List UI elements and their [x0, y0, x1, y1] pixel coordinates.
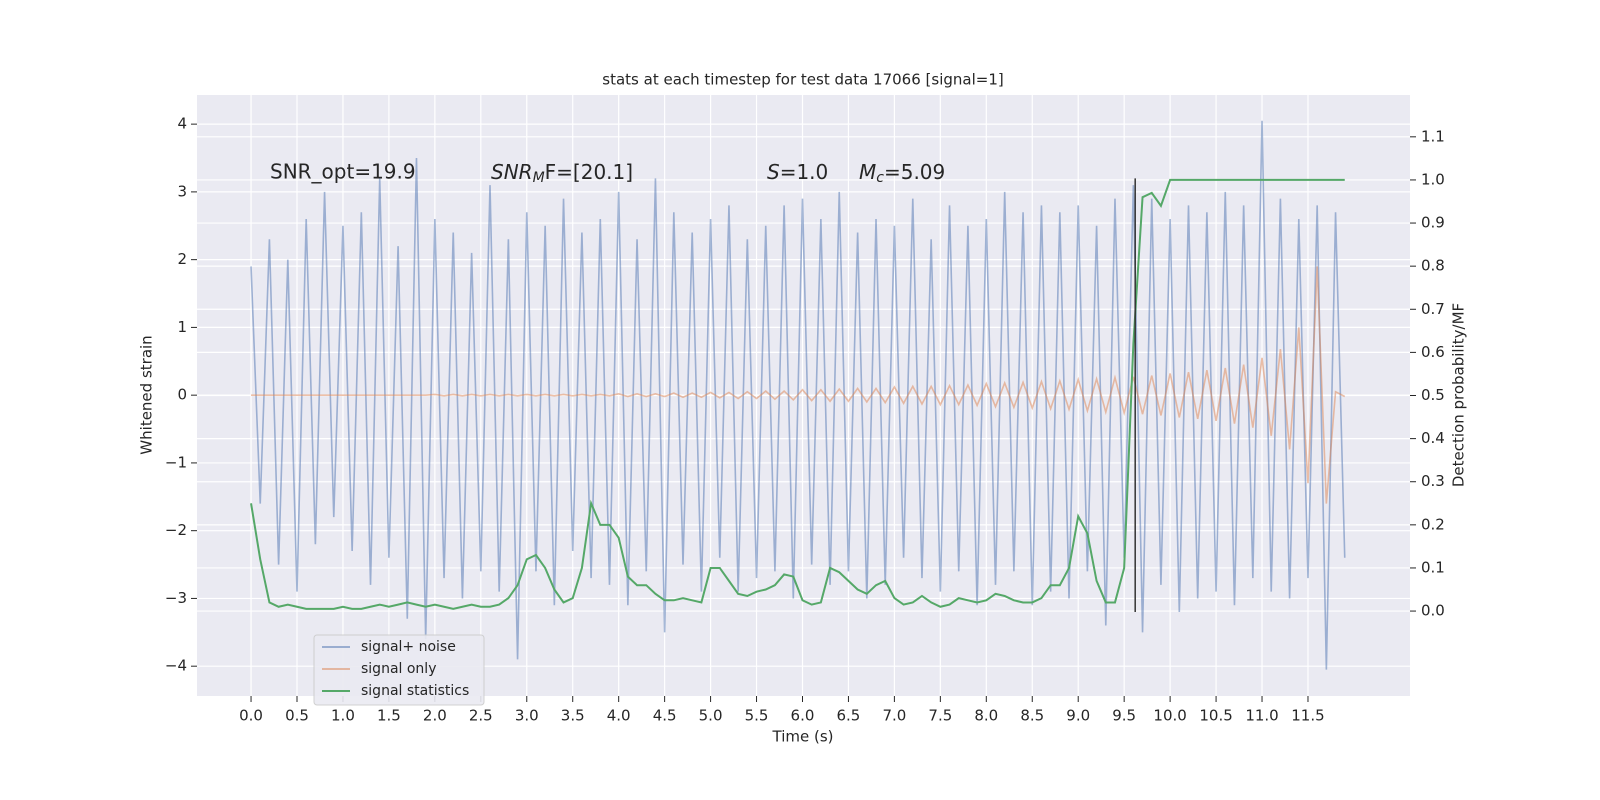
annotation: S=1.0: [767, 160, 828, 184]
x-tick-label: 2.5: [469, 707, 493, 725]
annotation-symbol: S: [767, 160, 780, 184]
y2-tick-label: 0.2: [1421, 515, 1445, 533]
annotation-subscript: M: [533, 170, 545, 186]
annotation-rest: =1.0: [780, 160, 829, 184]
annotation: Mc=5.09: [859, 160, 945, 187]
x-axis-label: Time (s): [772, 728, 834, 746]
x-tick-label: 9.0: [1066, 707, 1090, 725]
annotation: SNRMF=[20.1]: [491, 160, 633, 187]
y-tick-label: 4: [177, 115, 187, 133]
x-tick-label: 4.5: [653, 707, 677, 725]
x-tick-label: 6.5: [837, 707, 861, 725]
annotation: SNR_opt=19.9: [270, 160, 416, 184]
x-tick-label: 8.5: [1020, 707, 1044, 725]
x-tick-label: 5.5: [745, 707, 769, 725]
x-tick-label: 6.0: [791, 707, 815, 725]
x-tick-label: 5.0: [699, 707, 723, 725]
y2-tick-label: 1.0: [1421, 170, 1445, 188]
y2-tick-label: 0.5: [1421, 386, 1445, 404]
y2-tick-label: 0.8: [1421, 257, 1445, 275]
x-tick-label: 4.0: [607, 707, 631, 725]
x-tick-label: 10.0: [1153, 707, 1186, 725]
annotation-rest: F=[20.1]: [545, 160, 633, 184]
y2-axis-label: Detection probability/MF: [1450, 303, 1468, 487]
y-tick-label: −3: [165, 589, 187, 607]
x-tick-label: 1.0: [331, 707, 355, 725]
y-tick-label: −4: [165, 657, 187, 675]
annotation-rest: =5.09: [884, 160, 945, 184]
x-tick-label: 8.0: [974, 707, 998, 725]
x-tick-label: 3.0: [515, 707, 539, 725]
x-tick-label: 3.5: [561, 707, 585, 725]
y2-tick-label: 0.0: [1421, 602, 1445, 620]
annotation-symbol: M: [859, 160, 876, 184]
y-tick-label: 3: [177, 182, 187, 200]
y-axis-label: Whitened strain: [138, 335, 156, 454]
y2-tick-label: 0.6: [1421, 343, 1445, 361]
y-tick-label: −1: [165, 453, 187, 471]
annotation-subscript: c: [876, 170, 884, 186]
annotation-symbol: SNR: [491, 160, 533, 184]
y2-tick-label: 0.9: [1421, 214, 1445, 232]
chart-title: stats at each timestep for test data 170…: [602, 71, 1003, 89]
legend-label: signal+ noise: [361, 639, 456, 655]
y-tick-label: 0: [177, 386, 187, 404]
x-tick-label: 9.5: [1112, 707, 1136, 725]
legend-box: [313, 634, 485, 706]
y2-tick-label: 0.1: [1421, 558, 1445, 576]
legend-label: signal only: [361, 661, 436, 677]
x-tick-label: 11.0: [1245, 707, 1278, 725]
y2-tick-label: 0.4: [1421, 429, 1445, 447]
y-tick-label: 1: [177, 318, 187, 336]
y2-tick-label: 0.3: [1421, 472, 1445, 490]
x-tick-label: 0.5: [285, 707, 309, 725]
x-tick-label: 10.5: [1199, 707, 1232, 725]
series-line: [250, 120, 1346, 670]
x-tick-label: 7.0: [882, 707, 906, 725]
series-line: [251, 266, 1346, 504]
y2-tick-label: 1.1: [1421, 127, 1445, 145]
x-tick-label: 7.5: [928, 707, 952, 725]
x-tick-label: 0.0: [239, 707, 263, 725]
legend-label: signal statistics: [361, 683, 469, 699]
x-tick-label: 11.5: [1291, 707, 1324, 725]
y-tick-label: −2: [165, 521, 187, 539]
y2-tick-label: 0.7: [1421, 300, 1445, 318]
series-line: [250, 178, 1345, 610]
x-tick-label: 2.0: [423, 707, 447, 725]
y-tick-label: 2: [177, 250, 187, 268]
x-tick-label: 1.5: [377, 707, 401, 725]
